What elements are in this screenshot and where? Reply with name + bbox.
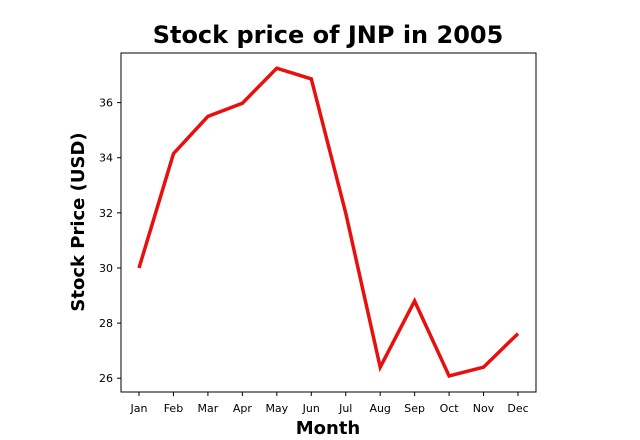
x-tick-label: Oct <box>440 402 460 415</box>
y-tick-label: 26 <box>99 372 113 385</box>
x-tick-label: Feb <box>164 402 183 415</box>
y-axis-label: Stock Price (USD) <box>68 132 89 311</box>
y-axis: 26 28 30 32 34 36 <box>99 97 121 385</box>
x-tick-label: Sep <box>404 402 425 415</box>
x-tick-label: Dec <box>507 402 528 415</box>
x-tick-label: Jul <box>338 402 352 415</box>
x-tick-label: Apr <box>233 402 253 415</box>
x-tick-label: Jan <box>130 402 148 415</box>
y-tick-label: 28 <box>99 317 113 330</box>
y-tick-label: 34 <box>99 152 113 165</box>
x-tick-label: Nov <box>473 402 495 415</box>
x-tick-label: Mar <box>198 402 219 415</box>
x-tick-label: Jun <box>302 402 320 415</box>
y-tick-label: 32 <box>99 207 113 220</box>
y-tick-label: 36 <box>99 97 113 110</box>
x-axis-label: Month <box>296 418 361 439</box>
x-axis: Jan Feb Mar Apr May Jun Jul Aug Sep Oct Nov Dec <box>130 392 529 415</box>
chart-title: Stock price of JNP in 2005 <box>153 21 504 49</box>
x-tick-label: May <box>265 402 288 415</box>
x-tick-label: Aug <box>369 402 390 415</box>
plot-frame <box>120 52 537 393</box>
series-line <box>137 66 520 379</box>
y-tick-label: 30 <box>99 262 113 275</box>
